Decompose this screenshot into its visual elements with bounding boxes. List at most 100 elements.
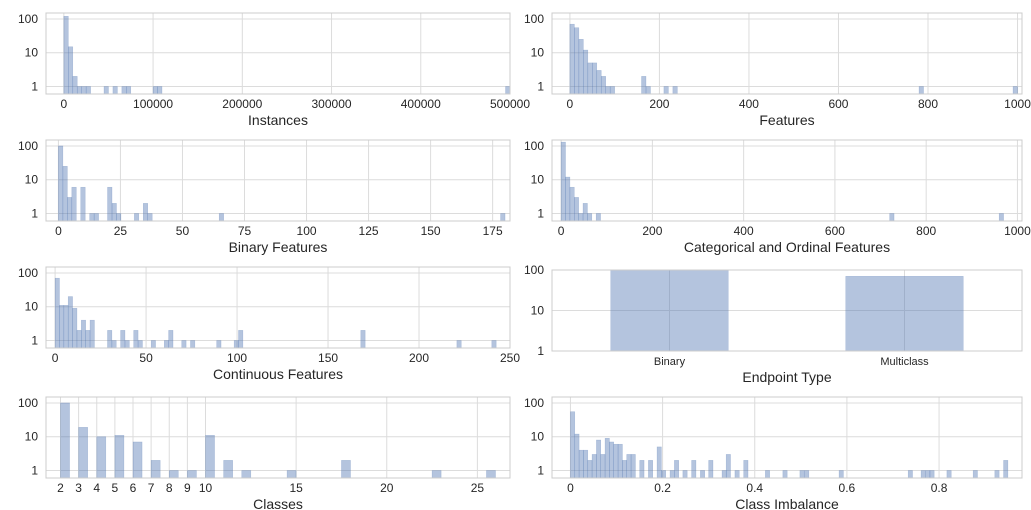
y-tick-label: 1	[537, 80, 544, 94]
histogram-bar	[721, 470, 727, 479]
histogram-bar	[111, 203, 117, 222]
bar-binary	[610, 269, 729, 352]
x-tick-label: 6	[130, 481, 137, 495]
histogram-bar	[486, 470, 496, 479]
histogram-bar	[54, 277, 60, 349]
x-tick-label: 5	[112, 481, 119, 495]
histogram-bar	[205, 435, 215, 479]
histogram-bar	[341, 460, 351, 479]
histogram-bar	[157, 86, 163, 95]
histogram-bar	[907, 470, 913, 479]
x-tick-label: 0.4	[746, 481, 763, 495]
histogram-bar	[691, 460, 697, 479]
x-tick-label: 0.2	[654, 481, 671, 495]
histogram-bar	[111, 340, 117, 349]
histogram-bar	[560, 141, 566, 222]
histogram-bar	[78, 427, 88, 479]
x-tick-label: 0.6	[839, 481, 856, 495]
x-axis-label: Classes	[253, 496, 303, 510]
histogram-bar	[641, 76, 647, 95]
chart-continuous-features: 1 10 100 0 50 100 150 200 250 Continuous Features	[18, 266, 520, 382]
x-tick-label: 200000	[222, 97, 262, 111]
histogram-bar	[81, 319, 86, 349]
histogram-bar	[626, 454, 632, 479]
histogram-bar	[190, 340, 196, 349]
y-tick-label: 1	[31, 207, 38, 221]
histogram-bar	[648, 460, 653, 479]
histogram-bar	[107, 330, 113, 349]
histogram-bar	[578, 213, 584, 222]
histogram-bar	[630, 454, 636, 479]
histogram-bar	[126, 86, 132, 95]
histogram-bar	[360, 330, 366, 349]
histogram-bar	[143, 203, 148, 222]
histogram-bar	[96, 436, 107, 479]
histogram-bar	[216, 340, 222, 349]
histogram-bar	[80, 186, 86, 222]
histogram-bar	[925, 470, 931, 479]
histogram-bar	[218, 213, 224, 222]
plot-frame	[551, 12, 1023, 95]
histogram-bar	[708, 460, 714, 479]
histogram-bar	[669, 470, 675, 479]
histogram-bar	[241, 470, 252, 479]
histogram-bar	[600, 76, 606, 95]
x-tick-label: 200	[642, 224, 662, 238]
histogram-bar	[93, 213, 99, 222]
x-tick-label: 500000	[490, 97, 530, 111]
x-tick-label: 0	[52, 351, 59, 365]
histogram-bar	[238, 330, 244, 349]
x-tick-label: 0	[55, 224, 62, 238]
histogram-bar	[804, 470, 810, 479]
x-tick-label: 25	[471, 481, 485, 495]
histogram-bar	[574, 197, 579, 222]
histogram-bar	[596, 70, 602, 95]
y-tick-label: 10	[25, 46, 39, 60]
histogram-bar	[169, 470, 179, 479]
x-tick-label: 175	[483, 224, 503, 238]
x-tick-label: 300000	[312, 97, 352, 111]
histogram-bar	[134, 213, 140, 222]
y-tick-label: 100	[18, 139, 38, 153]
histogram-bar	[89, 213, 95, 222]
histogram-bar	[656, 446, 662, 479]
plot-frame	[551, 139, 1023, 222]
x-axis-label: Class Imbalance	[735, 496, 839, 510]
y-tick-label: 10	[25, 430, 39, 444]
x-tick-label: 10	[199, 481, 213, 495]
plot-frame	[45, 12, 511, 95]
plot-frame	[551, 396, 1023, 479]
histogram-bar	[595, 213, 601, 222]
y-tick-label: 10	[531, 46, 545, 60]
bar-multiclass	[845, 276, 964, 352]
histogram-bar	[133, 330, 139, 349]
histogram-bar	[583, 49, 589, 95]
histogram-bar	[72, 308, 78, 349]
histogram-bar	[107, 186, 113, 222]
histogram-bar	[929, 470, 935, 479]
histogram-bar	[587, 62, 593, 95]
histogram-bar	[114, 435, 125, 479]
x-tick-label: 0	[567, 97, 574, 111]
histogram-bar	[918, 86, 924, 95]
y-tick-label: 1	[31, 80, 38, 94]
histogram-bar	[76, 86, 82, 95]
x-tick-label: 100000	[133, 97, 173, 111]
x-tick-label: Binary	[654, 356, 686, 368]
histogram-bar	[71, 186, 77, 222]
histogram-bar	[569, 186, 575, 222]
histogram-bar	[682, 470, 688, 479]
x-tick-label: 0.8	[931, 481, 948, 495]
histogram-bar	[609, 441, 614, 479]
histogram-bar	[578, 39, 584, 95]
histogram-bar	[116, 213, 122, 222]
histogram-bar	[68, 46, 74, 95]
y-tick-label: 1	[31, 334, 38, 348]
histogram-bar	[645, 86, 651, 95]
x-tick-label: 150	[421, 224, 441, 238]
histogram-bar	[622, 460, 627, 479]
histogram-bar	[168, 330, 174, 349]
x-tick-label: 100	[227, 351, 247, 365]
